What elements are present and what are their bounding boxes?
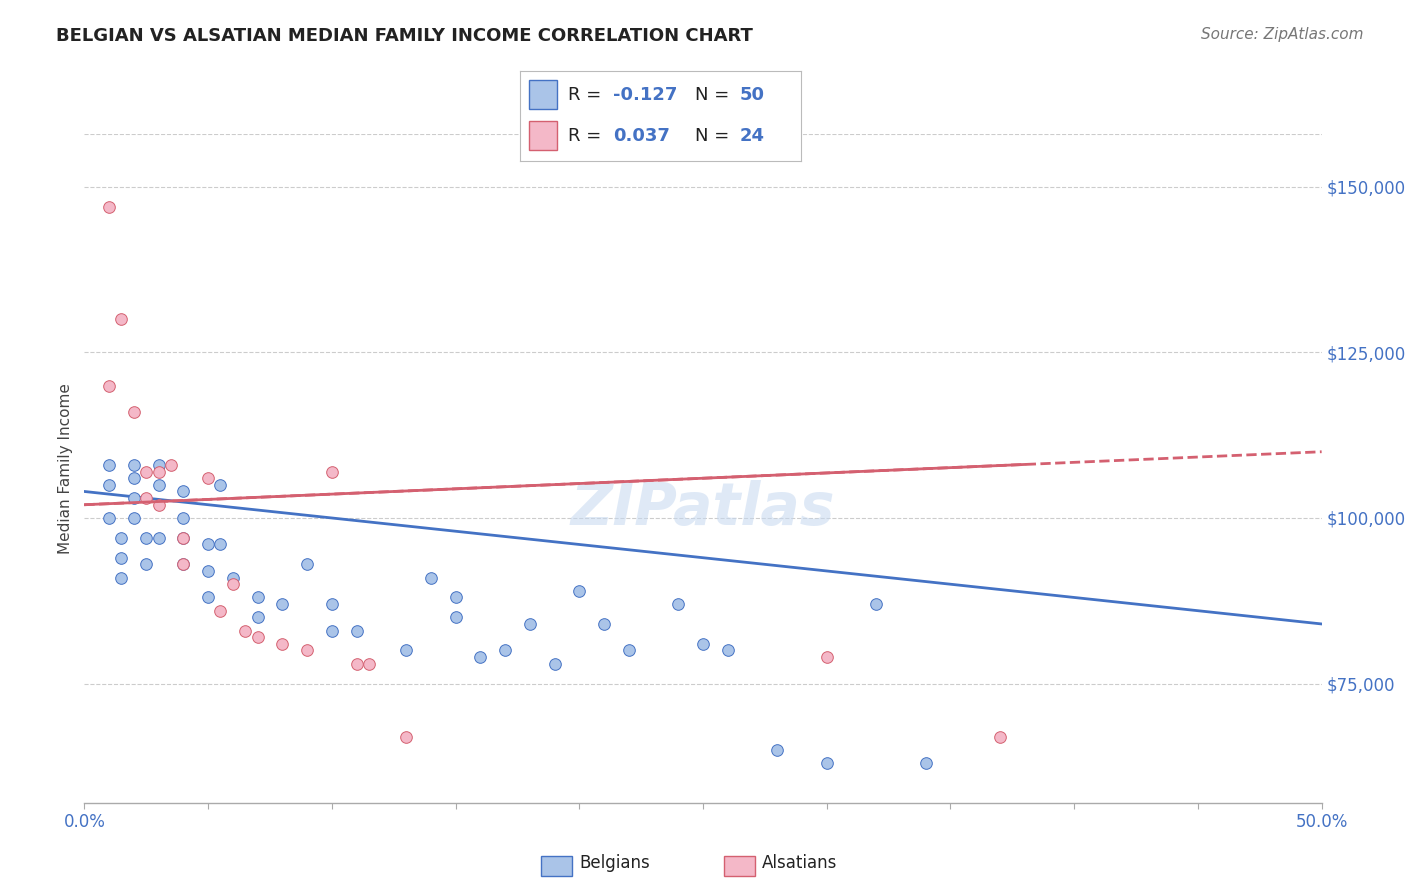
Point <box>135 491 157 505</box>
Point <box>717 643 740 657</box>
Point <box>419 571 441 585</box>
Point <box>444 591 467 605</box>
Point <box>470 650 492 665</box>
Point <box>122 471 145 485</box>
Text: Source: ZipAtlas.com: Source: ZipAtlas.com <box>1201 27 1364 42</box>
Text: -0.127: -0.127 <box>613 86 678 103</box>
Point <box>197 537 219 551</box>
Point <box>222 571 245 585</box>
Text: ZIPatlas: ZIPatlas <box>571 480 835 537</box>
Point <box>444 610 467 624</box>
Point <box>766 743 789 757</box>
Point <box>815 756 838 770</box>
Point <box>197 591 219 605</box>
Text: 24: 24 <box>740 127 765 145</box>
Point <box>346 657 368 671</box>
Point <box>295 558 318 572</box>
Point <box>110 571 132 585</box>
Point <box>197 564 219 578</box>
Text: BELGIAN VS ALSATIAN MEDIAN FAMILY INCOME CORRELATION CHART: BELGIAN VS ALSATIAN MEDIAN FAMILY INCOME… <box>56 27 754 45</box>
Y-axis label: Median Family Income: Median Family Income <box>58 383 73 554</box>
Point <box>395 730 418 744</box>
Point <box>135 531 157 545</box>
Point <box>148 531 170 545</box>
Point <box>321 465 343 479</box>
Point <box>148 465 170 479</box>
Point <box>148 478 170 492</box>
Point <box>172 558 194 572</box>
Text: 50: 50 <box>740 86 765 103</box>
Text: R =: R = <box>568 127 607 145</box>
Point <box>122 511 145 525</box>
Point <box>148 458 170 472</box>
Point <box>321 624 343 638</box>
Point <box>172 531 194 545</box>
Point <box>494 643 516 657</box>
Point <box>295 643 318 657</box>
Point <box>233 624 256 638</box>
Point <box>246 630 269 644</box>
Text: Belgians: Belgians <box>579 855 650 872</box>
Point <box>222 577 245 591</box>
Point <box>135 465 157 479</box>
Point <box>246 610 269 624</box>
Point <box>98 378 121 392</box>
Point <box>160 458 183 472</box>
Point <box>815 650 838 665</box>
Point <box>617 643 640 657</box>
Point <box>98 200 121 214</box>
Bar <box>529 121 557 150</box>
Text: N =: N = <box>695 86 734 103</box>
Point <box>172 558 194 572</box>
Point <box>110 531 132 545</box>
Point <box>98 478 121 492</box>
Point <box>543 657 565 671</box>
Point <box>110 550 132 565</box>
Point <box>172 484 194 499</box>
Point <box>172 531 194 545</box>
Point <box>209 537 232 551</box>
Point <box>988 730 1011 744</box>
Point <box>122 491 145 505</box>
Bar <box>529 80 557 109</box>
Text: 0.037: 0.037 <box>613 127 669 145</box>
Point <box>172 511 194 525</box>
Point <box>865 597 887 611</box>
Point <box>122 405 145 419</box>
Point <box>122 458 145 472</box>
Point <box>395 643 418 657</box>
Point <box>346 624 368 638</box>
Point <box>692 637 714 651</box>
Point <box>271 597 294 611</box>
Point <box>246 591 269 605</box>
Point <box>209 478 232 492</box>
Point <box>357 657 380 671</box>
Point <box>666 597 689 611</box>
Point <box>98 458 121 472</box>
Text: Alsatians: Alsatians <box>762 855 838 872</box>
Point <box>271 637 294 651</box>
Point <box>135 558 157 572</box>
Point <box>321 597 343 611</box>
Point <box>593 617 616 632</box>
Point <box>519 617 541 632</box>
Point <box>148 498 170 512</box>
Point <box>209 604 232 618</box>
Point <box>914 756 936 770</box>
Text: N =: N = <box>695 127 734 145</box>
Point <box>568 583 591 598</box>
Point <box>197 471 219 485</box>
Point <box>98 511 121 525</box>
Point <box>110 312 132 326</box>
Text: R =: R = <box>568 86 607 103</box>
